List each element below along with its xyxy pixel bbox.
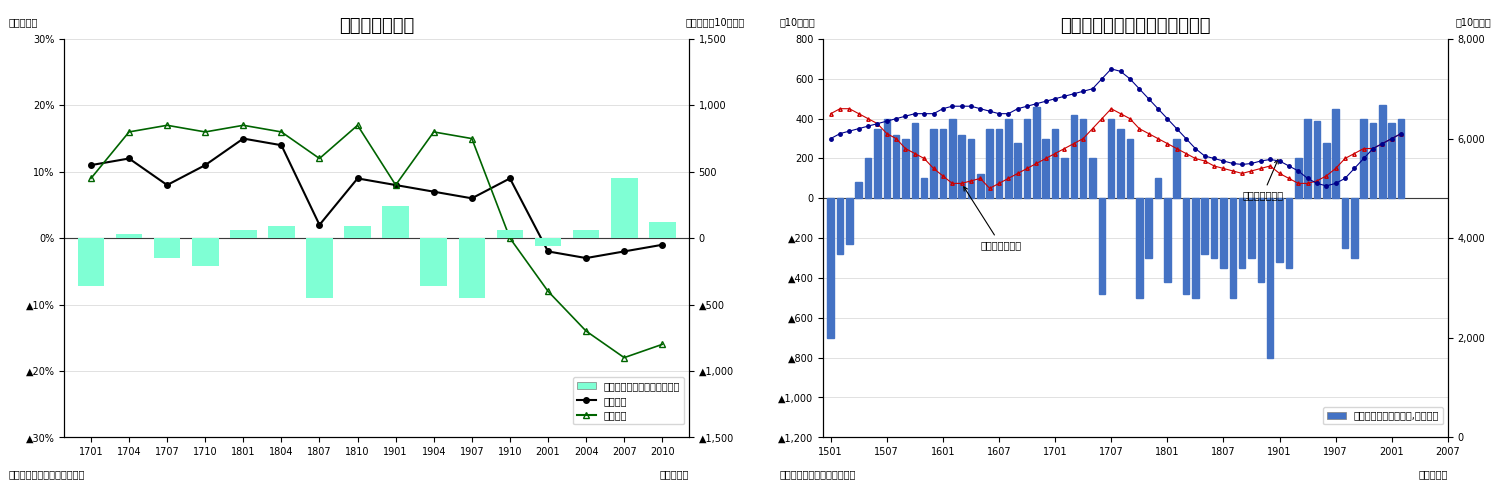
Bar — [1230, 198, 1236, 298]
Bar — [1126, 139, 1133, 198]
Bar — [856, 182, 862, 198]
Bar — [572, 230, 599, 238]
Bar — [1098, 198, 1105, 294]
Bar — [421, 238, 448, 286]
Text: （前年比）: （前年比） — [8, 17, 38, 27]
Bar — [153, 238, 180, 258]
Text: （資料）財務省「貿易統計」: （資料）財務省「貿易統計」 — [780, 469, 856, 479]
Bar — [1314, 121, 1320, 198]
Bar — [921, 178, 927, 198]
Bar — [1024, 119, 1030, 198]
Bar — [1051, 128, 1059, 198]
Bar — [383, 206, 409, 238]
Text: 輸出（右目盛）: 輸出（右目盛） — [1242, 160, 1283, 201]
Bar — [1239, 198, 1245, 268]
Bar — [1248, 198, 1254, 258]
Bar — [1352, 198, 1358, 258]
Bar — [1042, 139, 1048, 198]
Bar — [1117, 128, 1123, 198]
Bar — [192, 238, 219, 266]
Bar — [930, 128, 937, 198]
Bar — [1379, 105, 1386, 198]
Bar — [1173, 139, 1181, 198]
Bar — [1304, 119, 1311, 198]
Bar — [1220, 198, 1227, 268]
Bar — [1182, 198, 1190, 294]
Bar — [458, 238, 485, 298]
Bar — [958, 134, 964, 198]
Bar — [1277, 198, 1283, 262]
Bar — [865, 159, 871, 198]
Legend: 貿易収支・前年差（右目盛）, 輸出金額, 輸入金額: 貿易収支・前年差（右目盛）, 輸出金額, 輸入金額 — [572, 377, 683, 424]
Bar — [1266, 198, 1274, 358]
Text: （年・月）: （年・月） — [659, 469, 689, 479]
Bar — [1398, 119, 1404, 198]
Bar — [1155, 178, 1161, 198]
Bar — [1005, 119, 1012, 198]
Bar — [1295, 159, 1302, 198]
Title: 貿易収支の推移: 貿易収支の推移 — [339, 17, 415, 35]
Bar — [1211, 198, 1217, 258]
Text: （年・月）: （年・月） — [1418, 469, 1448, 479]
Bar — [828, 198, 834, 338]
Bar — [883, 119, 891, 198]
Bar — [1146, 198, 1152, 258]
Bar — [1323, 143, 1329, 198]
Bar — [996, 128, 1002, 198]
Bar — [1062, 159, 1068, 198]
Bar — [116, 234, 143, 238]
Bar — [1370, 123, 1376, 198]
Bar — [837, 198, 843, 254]
Bar — [940, 128, 946, 198]
Text: （10億円）: （10億円） — [780, 17, 816, 27]
Text: （10億円）: （10億円） — [1455, 17, 1491, 27]
Bar — [912, 123, 918, 198]
Bar — [1257, 198, 1265, 282]
Bar — [1033, 107, 1039, 198]
Bar — [1108, 119, 1114, 198]
Bar — [1071, 115, 1077, 198]
Bar — [1361, 119, 1367, 198]
Bar — [1136, 198, 1143, 298]
Text: 輸入（右目盛）: 輸入（右目盛） — [964, 187, 1021, 250]
Bar — [1080, 119, 1086, 198]
Bar — [903, 139, 909, 198]
Bar — [1089, 159, 1096, 198]
Bar — [846, 198, 853, 244]
Bar — [1014, 143, 1021, 198]
Bar — [535, 238, 562, 246]
Legend: 貿易収支（季節調整値,左目盛）: 貿易収支（季節調整値,左目盛） — [1323, 407, 1443, 424]
Bar — [344, 226, 371, 238]
Bar — [987, 128, 993, 198]
Bar — [1332, 109, 1338, 198]
Bar — [497, 230, 523, 238]
Bar — [230, 230, 257, 238]
Bar — [1164, 198, 1170, 282]
Bar — [967, 139, 975, 198]
Bar — [949, 119, 955, 198]
Bar — [892, 134, 900, 198]
Bar — [874, 128, 880, 198]
Title: 貿易収支（季節調整値）の推移: 貿易収支（季節調整値）の推移 — [1060, 17, 1211, 35]
Bar — [267, 226, 294, 238]
Bar — [1193, 198, 1199, 298]
Bar — [1286, 198, 1292, 268]
Bar — [1202, 198, 1208, 254]
Bar — [1341, 198, 1349, 248]
Bar — [306, 238, 333, 298]
Bar — [611, 178, 637, 238]
Text: （前年差、10億円）: （前年差、10億円） — [686, 17, 745, 27]
Bar — [649, 222, 676, 238]
Bar — [1388, 123, 1395, 198]
Bar — [976, 174, 984, 198]
Text: （資料）財務省「貿易統計」: （資料）財務省「貿易統計」 — [8, 469, 84, 479]
Bar — [78, 238, 104, 286]
